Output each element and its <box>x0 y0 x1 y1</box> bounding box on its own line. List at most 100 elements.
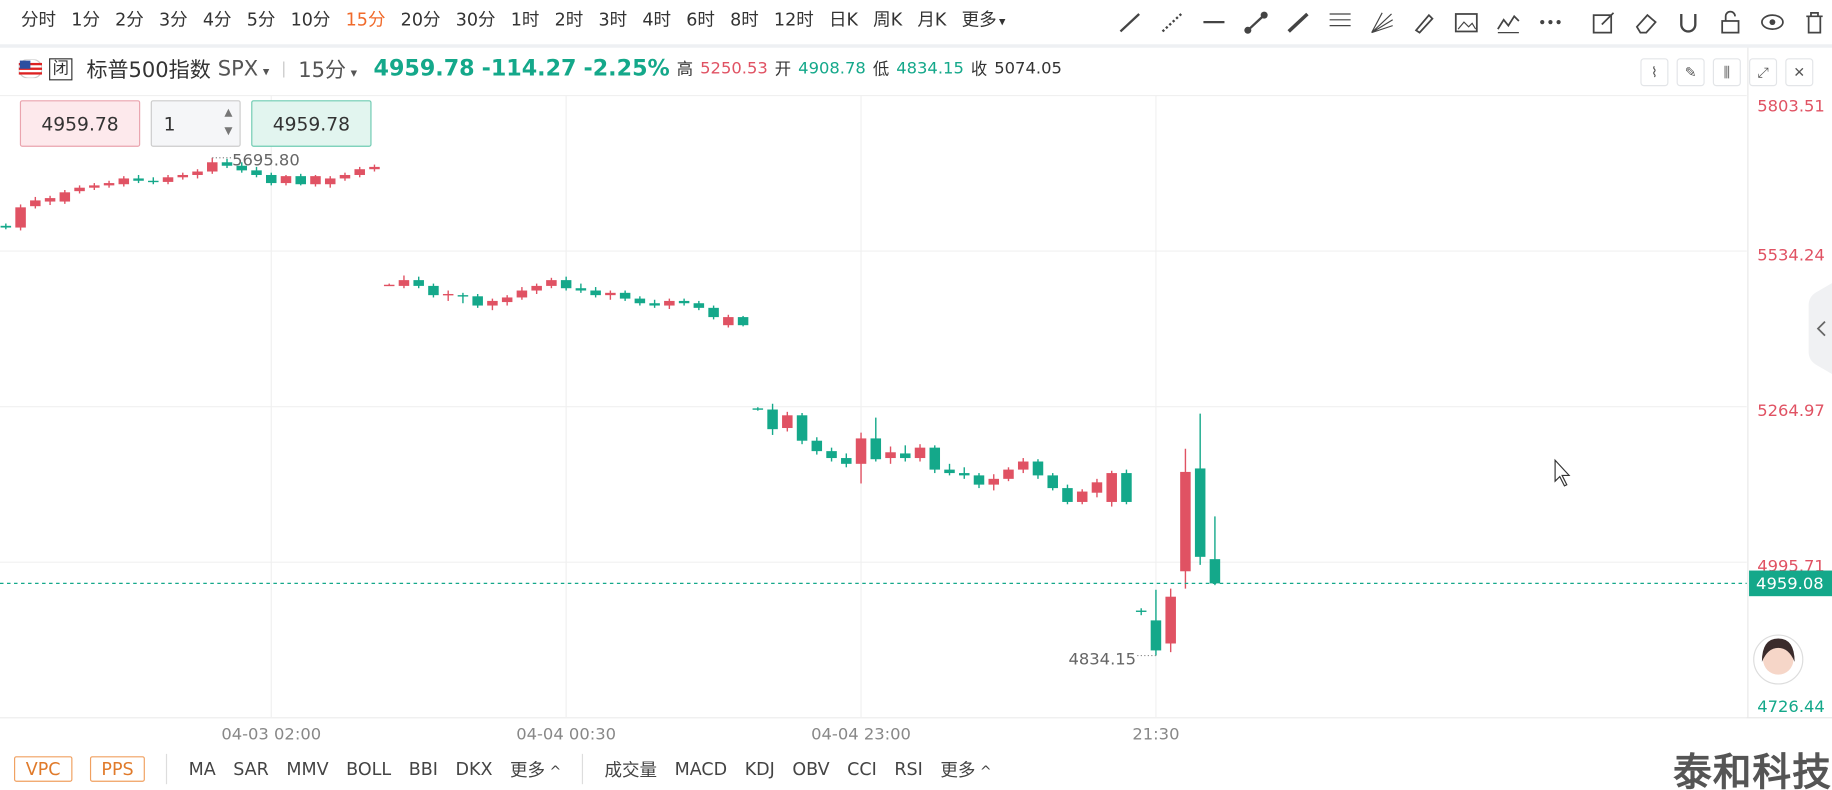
interval-select[interactable]: 15分 <box>298 54 357 84</box>
tool-eye[interactable] <box>1758 9 1786 35</box>
interval[interactable]: 5分 <box>246 9 276 31</box>
candle-body <box>398 280 410 286</box>
candle-body <box>1032 461 1044 476</box>
tool-dashline[interactable] <box>1158 9 1186 35</box>
candle-body <box>1091 482 1103 493</box>
candle-body <box>796 415 808 441</box>
tool-image[interactable] <box>1452 9 1480 35</box>
candle-body <box>118 178 130 185</box>
sub-indicator[interactable]: RSI <box>894 758 923 780</box>
quantity[interactable]: 1 ▲ ▼ <box>150 100 241 147</box>
side-tab <box>1808 283 1832 375</box>
sub-indicator[interactable]: KDJ <box>744 758 775 780</box>
interval[interactable]: 8时 <box>730 9 759 31</box>
tool-magnet[interactable] <box>1674 9 1702 35</box>
candle-body <box>280 176 292 184</box>
instrument-code[interactable]: SPX <box>218 57 270 81</box>
tool-delete[interactable] <box>1800 9 1828 35</box>
interval[interactable]: 3分 <box>159 9 188 31</box>
interval[interactable]: 分时 <box>21 9 57 31</box>
candle-body <box>708 307 719 318</box>
draw-btn[interactable]: ✎ <box>1676 58 1705 87</box>
tool-wave[interactable] <box>1494 9 1522 35</box>
candle-body <box>1003 469 1014 479</box>
interval[interactable]: 4时 <box>642 9 672 31</box>
interval[interactable]: 3时 <box>598 9 628 31</box>
overlay-indicator[interactable]: BOLL <box>346 758 392 780</box>
interval[interactable]: 10分 <box>290 9 331 31</box>
interval[interactable]: 1分 <box>71 9 100 31</box>
sub-indicator[interactable]: OBV <box>792 758 830 780</box>
overlay-indicator[interactable]: SAR <box>233 758 269 780</box>
tool-eraser[interactable] <box>1632 9 1660 35</box>
overlay-indicator[interactable]: 更多 <box>510 757 561 781</box>
overlay-indicator[interactable]: MA <box>188 758 216 780</box>
candle-body <box>236 165 248 171</box>
last-price-tag <box>1749 570 1832 597</box>
candle-body <box>958 473 970 476</box>
buy-price[interactable]: 4959.78 <box>251 100 372 147</box>
interval[interactable]: 12时 <box>773 9 814 31</box>
candle-body <box>192 171 203 175</box>
candle-btn[interactable]: ⫼ <box>1712 58 1741 87</box>
sub-indicator[interactable]: MACD <box>674 758 728 780</box>
candle-body <box>590 290 601 296</box>
sub-indicator[interactable]: CCI <box>847 758 877 780</box>
tool-brush[interactable] <box>1410 9 1438 35</box>
tool-edit[interactable] <box>1590 9 1618 35</box>
interval[interactable]: 2时 <box>554 9 584 31</box>
low: 4834.15 <box>896 59 964 79</box>
candle-body <box>1209 559 1221 584</box>
close-label: 收 <box>970 60 988 80</box>
tool-pen[interactable] <box>1284 9 1312 35</box>
tool-ray[interactable] <box>1116 9 1144 35</box>
candle-body <box>177 174 189 178</box>
watermark: 泰和科技 <box>1673 749 1832 790</box>
interval[interactable]: 日K <box>828 9 858 31</box>
candle-body <box>103 183 115 186</box>
candle-body <box>1135 610 1147 612</box>
candle-body <box>428 285 439 296</box>
us-flag <box>18 59 43 79</box>
candle-body <box>870 438 882 460</box>
overlay-indicator[interactable]: MMV <box>286 758 329 780</box>
y-tick-label: 5534.24 <box>1757 245 1825 264</box>
fullscreen-btn[interactable]: ⤢ <box>1749 58 1778 87</box>
main-indicator[interactable]: VPC <box>14 756 73 782</box>
price: 4959.78 <box>373 55 475 82</box>
interval[interactable]: 6时 <box>686 9 715 31</box>
main-indicator[interactable]: PPS <box>89 756 146 782</box>
indicator-btn[interactable]: ⌇ <box>1640 58 1669 87</box>
sell-price[interactable]: 4959.78 <box>19 100 141 147</box>
tool-fan[interactable] <box>1368 9 1396 35</box>
max-label: 5695.80 <box>232 151 300 170</box>
interval-bar: 分时 1分 2分 3分 4分 5分 10分 15分 20分 30分 1时 2时 3时 4时 6时 8时 12时日… <box>21 7 1005 31</box>
tool-segment[interactable] <box>1242 9 1270 35</box>
overlay-indicator[interactable]: DKX <box>455 758 493 780</box>
interval[interactable]: 4分 <box>202 9 232 31</box>
candle-body <box>929 447 941 470</box>
sub-indicator[interactable]: 成交量 <box>604 759 658 781</box>
close-btn[interactable]: ✕ <box>1785 58 1814 87</box>
candle-body <box>221 162 233 166</box>
x-tick-label: 21:30 <box>1132 725 1179 744</box>
candle-body <box>413 280 424 286</box>
interval[interactable]: 月K <box>917 9 947 31</box>
interval[interactable]: 30分 <box>455 9 496 31</box>
open-label: 开 <box>774 60 792 80</box>
interval[interactable]: 15分 <box>345 9 386 31</box>
tool-fib[interactable] <box>1326 9 1354 35</box>
interval[interactable]: 周K <box>873 9 903 31</box>
interval[interactable]: 1时 <box>510 9 540 31</box>
interval[interactable]: 2分 <box>115 9 144 31</box>
spinner[interactable]: ▲ ▼ <box>224 107 233 138</box>
interval[interactable]: 20分 <box>400 9 441 31</box>
overlay-indicator[interactable]: BBI <box>408 758 438 780</box>
tool-hline[interactable] <box>1200 9 1228 35</box>
tool-more[interactable] <box>1536 9 1564 35</box>
interval[interactable]: 更多 <box>962 7 1006 31</box>
candle-body <box>855 438 867 464</box>
tool-lock[interactable] <box>1716 9 1744 35</box>
candle-body <box>605 292 616 296</box>
sub-indicator[interactable]: 更多 <box>940 757 991 781</box>
